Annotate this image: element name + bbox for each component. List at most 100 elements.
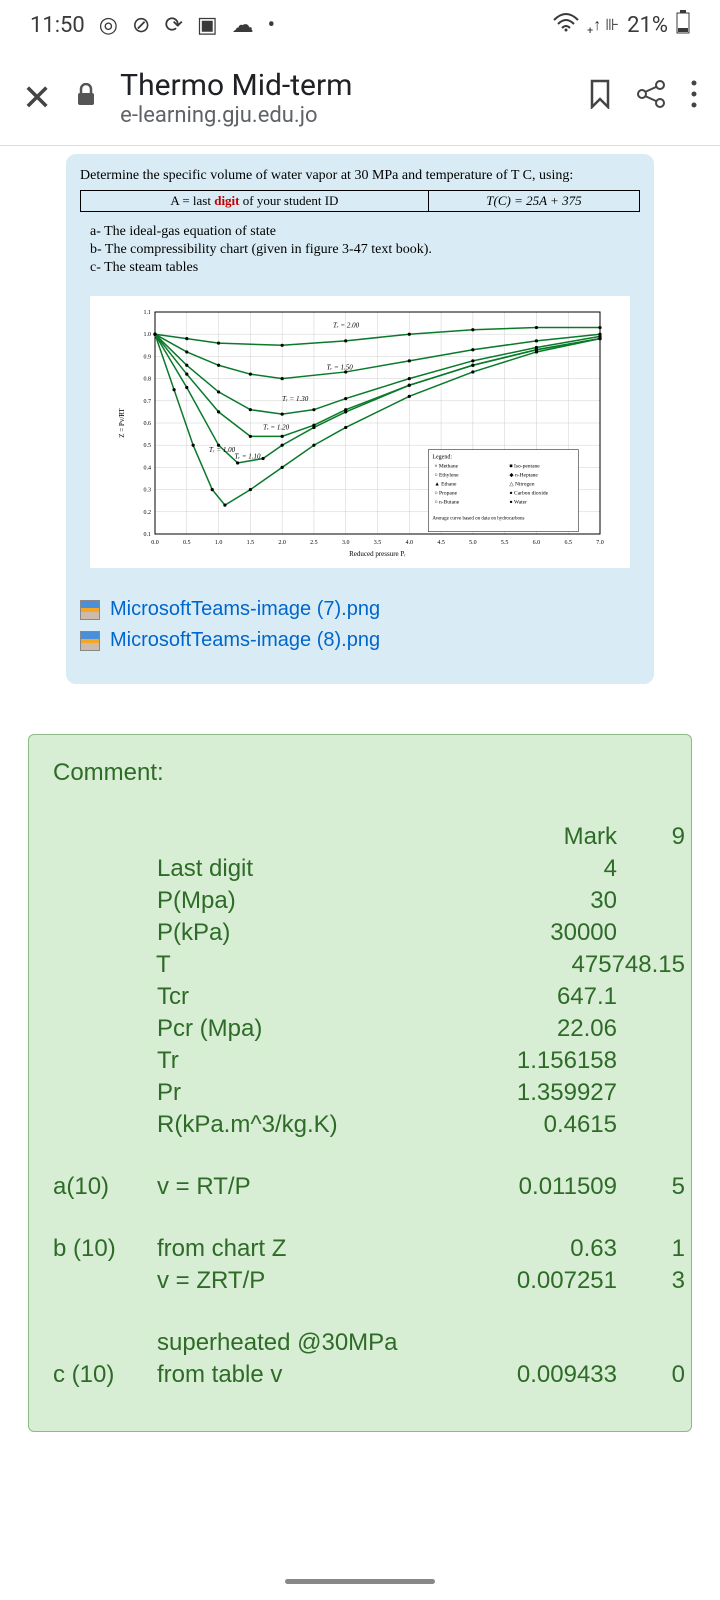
data-row: superheated @30MPa: [29, 1327, 691, 1359]
svg-text:△ Nitrogen: △ Nitrogen: [509, 482, 534, 488]
svg-text:Tᵣ = 1.50: Tᵣ = 1.50: [327, 364, 354, 372]
svg-text:3.0: 3.0: [342, 540, 350, 546]
svg-text:● Water: ● Water: [509, 500, 527, 506]
mark-total: 9: [617, 823, 691, 851]
svg-text:○ n-Butane: ○ n-Butane: [434, 500, 459, 506]
svg-text:Tᵣ = 1.30: Tᵣ = 1.30: [282, 395, 309, 403]
battery-text: 21%: [627, 13, 668, 38]
svg-text:■ Iso-pentane: ■ Iso-pentane: [509, 464, 540, 470]
page-url: e-learning.gju.edu.jo: [120, 103, 564, 128]
svg-text:○ Propane: ○ Propane: [434, 491, 457, 497]
data-row: Tr1.156158: [29, 1045, 691, 1077]
svg-text:1.1: 1.1: [144, 310, 152, 316]
data-row: Pr1.359927: [29, 1077, 691, 1109]
svg-text:0.8: 0.8: [144, 377, 152, 383]
question-item: c- The steam tables: [90, 260, 640, 276]
image-thumb-icon: [80, 600, 100, 620]
lock-icon: [76, 83, 96, 113]
question-box: Determine the specific volume of water v…: [66, 154, 654, 684]
svg-text:1.0: 1.0: [215, 540, 223, 546]
instagram-icon: ◎: [99, 13, 118, 38]
signal-icon: ₊↑ ⊪: [587, 15, 619, 35]
svg-text:0.3: 0.3: [144, 488, 152, 494]
page-title: Thermo Mid-term: [120, 68, 564, 103]
svg-text:0.9: 0.9: [144, 354, 152, 360]
title-block[interactable]: Thermo Mid-term e-learning.gju.edu.jo: [120, 68, 564, 128]
comment-title: Comment:: [29, 759, 691, 787]
data-row: v = ZRT/P0.0072513: [29, 1265, 691, 1297]
close-icon[interactable]: ✕: [22, 77, 52, 119]
attachment-link: MicrosoftTeams-image (7).png: [110, 598, 380, 621]
formula-left: A = last digit of your student ID: [81, 191, 429, 212]
svg-text:6.0: 6.0: [533, 540, 541, 546]
svg-text:Tᵣ = 1.10: Tᵣ = 1.10: [234, 453, 261, 461]
svg-text:7.0: 7.0: [596, 540, 604, 546]
status-bar: 11:50 ◎ ⊘ ⟳ ▣ ☁ • ₊↑ ⊪ 21%: [0, 0, 720, 50]
data-row: Tcr647.1: [29, 981, 691, 1013]
question-list: a- The ideal-gas equation of state b- Th…: [90, 224, 640, 276]
data-row: b (10)from chart Z0.631: [29, 1233, 691, 1265]
svg-text:6.5: 6.5: [564, 540, 572, 546]
svg-text:Legend:: Legend:: [432, 455, 452, 461]
svg-text:0.5: 0.5: [144, 443, 152, 449]
data-row: c (10)from table v0.0094330: [29, 1359, 691, 1391]
data-row: T475748.15: [29, 949, 691, 981]
svg-text:5.0: 5.0: [469, 540, 477, 546]
data-row: P(kPa)30000: [29, 917, 691, 949]
gallery-icon: ▣: [197, 13, 218, 38]
svg-text:Tᵣ = 1.00: Tᵣ = 1.00: [209, 446, 236, 454]
attachment-row[interactable]: MicrosoftTeams-image (7).png: [80, 598, 640, 621]
section-a-row: a(10) v = RT/P 0.011509 5: [29, 1171, 691, 1203]
attachment-link: MicrosoftTeams-image (8).png: [110, 629, 380, 652]
svg-text:1.5: 1.5: [247, 540, 255, 546]
data-row: Last digit4: [29, 853, 691, 885]
svg-text:0.1: 0.1: [144, 532, 152, 538]
svg-text:2.5: 2.5: [310, 540, 318, 546]
compressibility-chart: Tᵣ = 2.00 Tᵣ = 1.50 Tᵣ = 1.30 Tᵣ = 1.20 Tᵣ =…: [90, 296, 630, 568]
svg-text:0.5: 0.5: [183, 540, 191, 546]
refresh-icon: ⟳: [164, 13, 182, 38]
svg-text:Z = Pv/RT: Z = Pv/RT: [118, 407, 126, 437]
svg-text:0.6: 0.6: [144, 421, 152, 427]
wifi-icon: [553, 12, 579, 38]
app-icon: ⊘: [132, 13, 150, 38]
formula-right: T(C) = 25A + 375: [428, 191, 639, 212]
more-icon[interactable]: [690, 79, 698, 116]
svg-text:○ Ethylene: ○ Ethylene: [434, 473, 459, 479]
mark-header: Mark: [417, 823, 617, 851]
svg-text:5.5: 5.5: [501, 540, 509, 546]
svg-text:▲ Ethane: ▲ Ethane: [434, 482, 457, 488]
battery-icon: [676, 10, 690, 40]
svg-text:Tᵣ = 1.20: Tᵣ = 1.20: [263, 424, 290, 432]
svg-text:Average curve based on data on: Average curve based on data on hydrocarb…: [432, 517, 524, 522]
page-content: Determine the specific volume of water v…: [0, 154, 720, 1432]
svg-text:× Methane: × Methane: [434, 464, 458, 470]
svg-text:4.0: 4.0: [406, 540, 414, 546]
bookmark-icon[interactable]: [588, 79, 612, 116]
status-time: 11:50: [30, 13, 85, 38]
svg-text:Tᵣ = 2.00: Tᵣ = 2.00: [333, 322, 360, 330]
dot-icon: •: [268, 13, 275, 38]
svg-text:2.0: 2.0: [278, 540, 286, 546]
question-prompt: Determine the specific volume of water v…: [80, 168, 640, 184]
svg-text:0.2: 0.2: [144, 510, 152, 516]
share-icon[interactable]: [636, 79, 666, 116]
data-row: P(Mpa)30: [29, 885, 691, 917]
data-row: R(kPa.m^3/kg.K)0.4615: [29, 1109, 691, 1141]
image-thumb-icon: [80, 631, 100, 651]
cloud-icon: ☁: [232, 13, 254, 38]
comment-box: Comment: Mark 9 Last digit4P(Mpa)30P(kPa…: [28, 734, 692, 1432]
question-item: a- The ideal-gas equation of state: [90, 224, 640, 240]
data-row: Pcr (Mpa)22.06: [29, 1013, 691, 1045]
svg-text:4.5: 4.5: [437, 540, 445, 546]
svg-text:0.0: 0.0: [151, 540, 159, 546]
svg-text:3.5: 3.5: [374, 540, 382, 546]
svg-text:1.0: 1.0: [144, 332, 152, 338]
browser-bar: ✕ Thermo Mid-term e-learning.gju.edu.jo: [0, 50, 720, 146]
header-row: Mark 9: [29, 821, 691, 853]
home-indicator[interactable]: [285, 1579, 435, 1584]
svg-text:Reduced pressure Pᵣ: Reduced pressure Pᵣ: [349, 550, 406, 558]
attachment-row[interactable]: MicrosoftTeams-image (8).png: [80, 629, 640, 652]
formula-table: A = last digit of your student ID T(C) =…: [80, 190, 640, 212]
svg-text:0.7: 0.7: [144, 399, 152, 405]
